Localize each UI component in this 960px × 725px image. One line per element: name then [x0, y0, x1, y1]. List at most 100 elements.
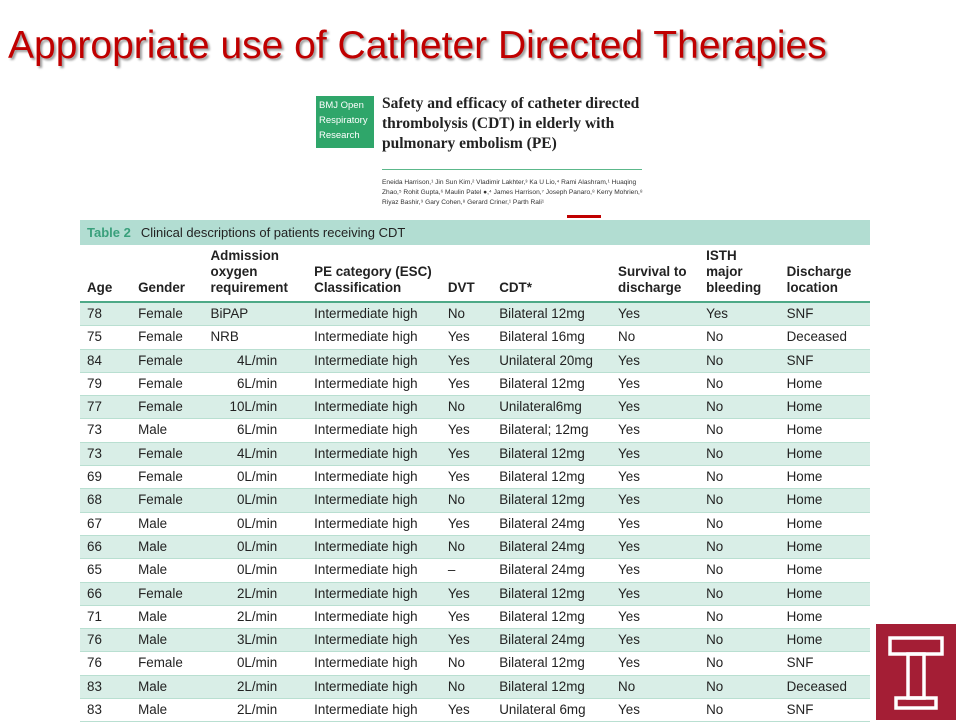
table-cell: Female [138, 492, 183, 508]
journal-line: Respiratory [319, 115, 368, 126]
journal-line: BMJ Open [319, 100, 364, 111]
table-cell: No [447, 399, 465, 415]
table-cell: Female [138, 655, 183, 671]
table-cell: Intermediate high [314, 655, 418, 671]
table-row: 66 Male 0L/min Intermediate high No Bilateral… [80, 535, 870, 559]
table-cell: Bilateral 12mg [499, 306, 585, 321]
table-cell: No [706, 632, 724, 648]
table-cell: Male [138, 515, 168, 531]
table-cell: Unilateral 20mg [499, 352, 593, 368]
table-cell: Male [138, 562, 168, 578]
table-cell: Bilateral 24mg [499, 515, 585, 531]
table-cell: Female [138, 329, 183, 345]
table-cell: 3L/min [236, 632, 278, 648]
table-cell: Yes [618, 585, 640, 601]
table-cell: 73 [87, 445, 102, 461]
patients-table: Age Gender Admission oxygen requirement PE … [80, 245, 870, 722]
table-cell: 0L/min [236, 538, 278, 554]
table-cell: No [706, 655, 724, 671]
table-cell: Deceased [786, 329, 847, 345]
table-cell: Yes [618, 702, 640, 718]
table-cell: 2L/min [236, 608, 278, 624]
paper-header: BMJ Open Respiratory Research Safety and… [316, 94, 646, 230]
table-cell: Home [786, 399, 823, 415]
table-cell: No [706, 585, 724, 601]
table-cell: SNF [786, 352, 814, 368]
table-cell: 71 [87, 608, 102, 624]
table-cell: Yes [447, 515, 470, 531]
table-cell: Intermediate high [314, 585, 418, 601]
table-cell: Bilateral 12mg [499, 655, 585, 671]
table-caption-bar: Table 2 Clinical descriptions of patient… [80, 220, 870, 245]
table-cell: Home [786, 608, 823, 624]
table-cell: Yes [447, 585, 470, 601]
table-cell: 78 [87, 306, 102, 321]
table-cell: Bilateral 12mg [499, 608, 585, 624]
table-cell: 77 [87, 399, 102, 415]
table-cell: Intermediate high [314, 515, 418, 531]
table-cell: 76 [87, 632, 102, 648]
table-cell: Intermediate high [314, 702, 418, 718]
table-cell: 79 [87, 375, 102, 391]
column-header: Discharge location [779, 245, 870, 303]
table-cell: Yes [618, 538, 640, 554]
table-cell: Yes [618, 399, 640, 415]
table-cell: Yes [447, 702, 470, 718]
table-cell: No [706, 422, 724, 438]
table-row: 83 Male 2L/min Intermediate high No Bilateral… [80, 675, 870, 699]
table-cell: Bilateral 12mg [499, 445, 585, 461]
table-cell: Intermediate high [314, 562, 418, 578]
table-cell: 2L/min [236, 702, 278, 718]
table-cell: Yes [618, 562, 640, 578]
table-panel: Table 2 Clinical descriptions of patient… [80, 220, 870, 722]
table-cell: Home [786, 445, 823, 461]
paper-title: Safety and efficacy of catheter directed… [382, 95, 640, 152]
table-cell: Intermediate high [314, 329, 418, 345]
table-cell: Yes [447, 375, 470, 391]
table-cell: Intermediate high [314, 399, 418, 415]
table-cell: SNF [786, 702, 814, 718]
table-cell: Yes [618, 492, 640, 508]
table-cell: 75 [87, 329, 102, 345]
table-cell: SNF [786, 306, 814, 321]
table-cell: No [706, 538, 724, 554]
table-cell: Female [138, 306, 183, 321]
table-cell: Intermediate high [314, 352, 418, 368]
table-cell: 4L/min [236, 445, 278, 461]
table-cell: No [447, 678, 465, 694]
table-cell: Yes [618, 306, 640, 321]
table-cell: 10L/min [229, 399, 278, 415]
table-cell: Intermediate high [314, 632, 418, 648]
table-row: 68 Female 0L/min Intermediate high No Bilater… [80, 488, 870, 513]
table-cell: Yes [618, 352, 640, 368]
table-cell: Yes [618, 608, 640, 624]
table-cell: 83 [87, 678, 102, 694]
table-row: 78 Female BiPAP Intermediate high No Bilatera… [80, 302, 870, 326]
table-cell: Bilateral; 12mg [499, 422, 589, 438]
table-cell: Yes [706, 306, 728, 321]
table-cell: Home [786, 492, 823, 508]
table-cell: Bilateral 12mg [499, 678, 585, 694]
table-cell: Yes [618, 632, 640, 648]
table-cell: Yes [618, 445, 640, 461]
table-cell: Female [138, 375, 183, 391]
table-row: 76 Female 0L/min Intermediate high No Bilater… [80, 652, 870, 676]
table-cell: Intermediate high [314, 375, 418, 391]
column-header: Gender [131, 245, 204, 303]
table-cell: 0L/min [236, 515, 278, 531]
table-cell: Home [786, 515, 823, 531]
table-cell: No [706, 352, 724, 368]
table-cell: Male [138, 632, 168, 648]
table-cell: Intermediate high [314, 492, 418, 508]
table-cell: Female [138, 469, 183, 485]
table-cell: No [706, 515, 724, 531]
column-header: ISTH major bleeding [699, 245, 780, 303]
table-cell: No [447, 538, 465, 554]
table-row: 76 Male 3L/min Intermediate high Yes Bilatera… [80, 628, 870, 652]
table-cell: 66 [87, 538, 102, 554]
table-cell: Yes [618, 655, 640, 671]
column-header: Admission oxygen requirement [203, 245, 308, 303]
table-cell: NRB [210, 329, 239, 345]
table-cell: Bilateral 16mg [499, 329, 585, 345]
column-header: Survival to discharge [611, 245, 700, 303]
